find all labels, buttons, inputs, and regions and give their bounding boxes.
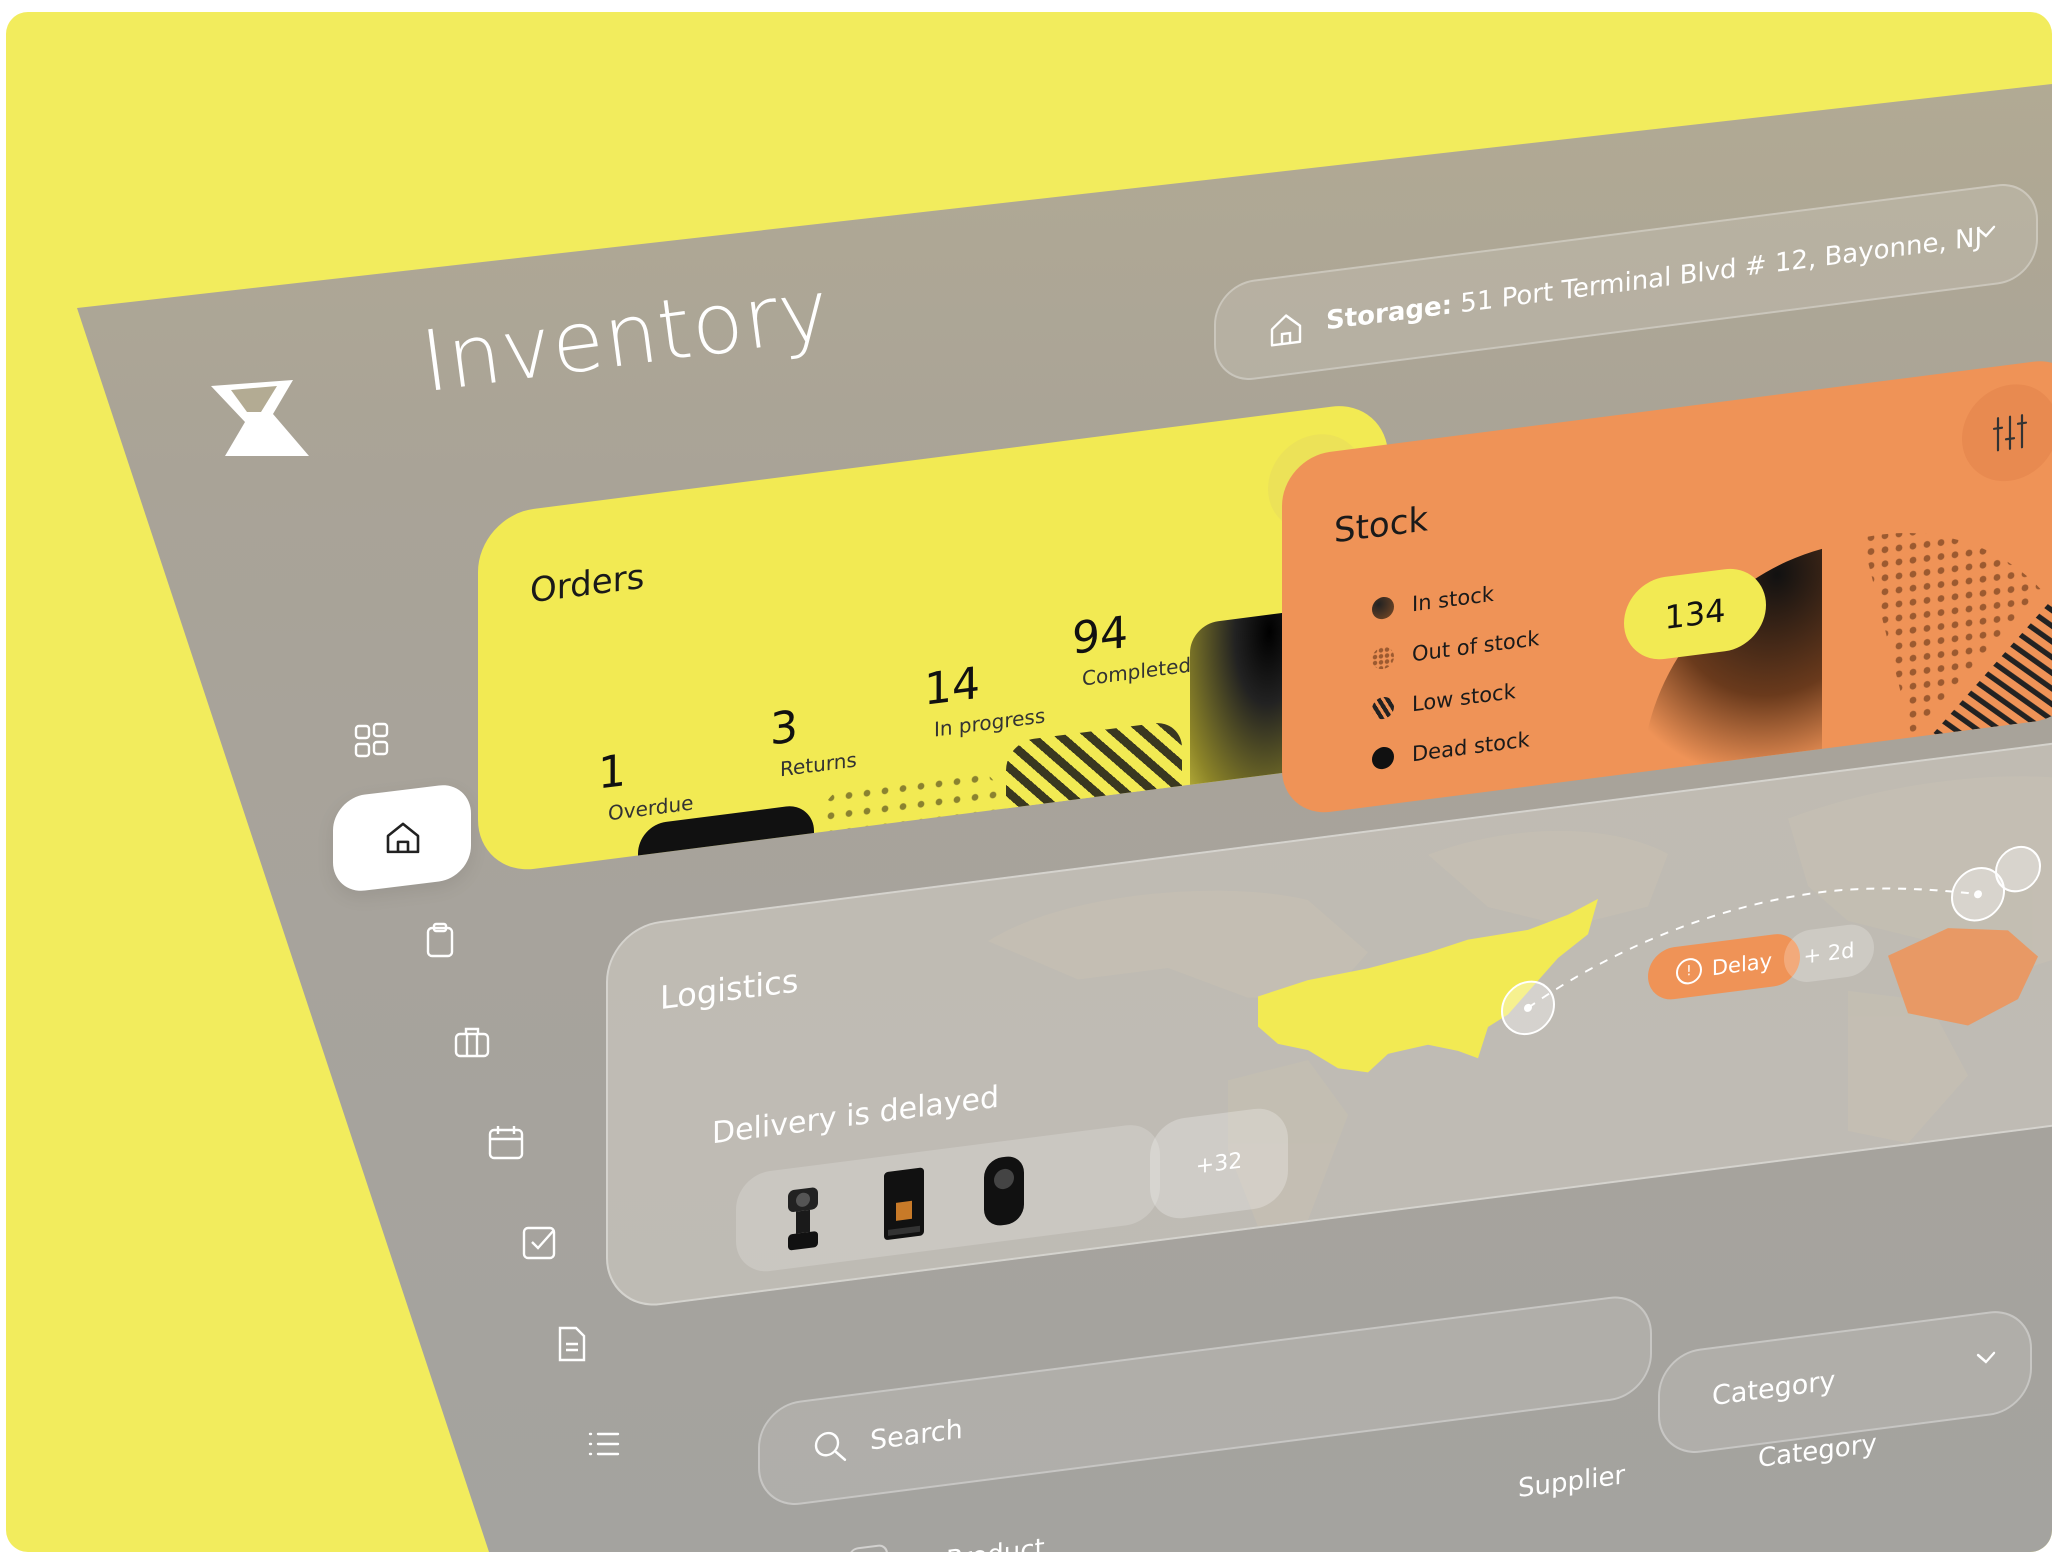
completed-count: 94 bbox=[1072, 606, 1128, 665]
in-progress-bar bbox=[1006, 719, 1182, 873]
camera-gimbal-image bbox=[788, 1187, 818, 1251]
storage-label-bold: Storage: bbox=[1326, 290, 1453, 337]
delay-label: Delay bbox=[1711, 948, 1773, 981]
column-header-supplier[interactable]: Supplier bbox=[1518, 1460, 1626, 1504]
legend-label: Dead stock bbox=[1412, 727, 1530, 767]
document-icon[interactable] bbox=[552, 1324, 592, 1364]
stock-pie-chart bbox=[1642, 532, 2052, 772]
category-dropdown-label: Category bbox=[1712, 1365, 1836, 1413]
orders-card: Orders 1 Overdue 3 Returns 14 In progres… bbox=[478, 399, 1388, 876]
legend-label: Low stock bbox=[1412, 679, 1516, 717]
list-icon[interactable] bbox=[584, 1424, 624, 1464]
storage-label: Storage: 51 Port Terminal Blvd # 12, Bay… bbox=[1326, 222, 1982, 336]
orders-title: Orders bbox=[530, 556, 645, 612]
storage-address: 51 Port Terminal Blvd # 12, Bayonne, NJ bbox=[1460, 222, 1983, 320]
briefcase-icon[interactable] bbox=[452, 1022, 492, 1062]
delayed-products[interactable]: +32 bbox=[736, 1104, 1288, 1276]
returns-bar bbox=[822, 767, 998, 876]
house-icon bbox=[1270, 314, 1302, 347]
sliders-icon bbox=[1992, 414, 2028, 452]
legend-dead-stock: Dead stock bbox=[1372, 724, 1530, 774]
legend-label: Out of stock bbox=[1412, 626, 1540, 667]
app-window: Inventory Storage: 51 Port Terminal Blvd… bbox=[77, 84, 2052, 1552]
coffee-machine-image bbox=[884, 1167, 924, 1240]
chevron-down-icon bbox=[1976, 1351, 1996, 1364]
stock-filter-button[interactable] bbox=[1962, 378, 2052, 487]
search-placeholder: Search bbox=[870, 1413, 963, 1457]
chevron-down-icon bbox=[1976, 225, 1996, 238]
world-map bbox=[988, 776, 2052, 1227]
calendar-icon[interactable] bbox=[486, 1122, 526, 1162]
europe-region bbox=[1888, 928, 2038, 1026]
home-icon bbox=[383, 818, 423, 858]
in-progress-count: 14 bbox=[924, 657, 980, 716]
clipboard-icon[interactable] bbox=[420, 920, 460, 960]
grid-icon[interactable] bbox=[352, 720, 392, 760]
legend-low-stock: Low stock bbox=[1372, 676, 1516, 724]
search-icon bbox=[814, 1431, 847, 1462]
storage-selector[interactable]: Storage: 51 Port Terminal Blvd # 12, Bay… bbox=[1214, 179, 2038, 385]
legend-in-stock: In stock bbox=[1372, 579, 1494, 625]
pie-slice-out-of-stock bbox=[1862, 532, 2042, 738]
search-input[interactable]: Search bbox=[758, 1291, 1652, 1510]
low-stock-swatch bbox=[1372, 695, 1394, 721]
logistics-card: Logistics Delivery is delayed +32 ! Dela bbox=[606, 732, 2052, 1312]
checkbox-icon[interactable] bbox=[520, 1222, 560, 1262]
pie-slice-low-stock bbox=[1932, 599, 2052, 735]
sidebar-item-home[interactable] bbox=[333, 781, 471, 895]
usa-region bbox=[1258, 898, 1598, 1073]
stock-title: Stock bbox=[1334, 499, 1429, 552]
stock-card: Stock In stock Out of stock Low stock De… bbox=[1282, 355, 2052, 818]
overdue-count: 1 bbox=[598, 745, 626, 800]
legend-out-of-stock: Out of stock bbox=[1372, 623, 1539, 674]
hourglass-logo-icon bbox=[211, 380, 309, 456]
returns-count: 3 bbox=[770, 701, 798, 756]
out-of-stock-swatch bbox=[1372, 645, 1394, 671]
dead-stock-swatch bbox=[1372, 745, 1394, 771]
column-header-product[interactable]: Product bbox=[946, 1533, 1045, 1552]
alert-icon: ! bbox=[1675, 956, 1702, 986]
in-stock-swatch bbox=[1372, 595, 1394, 621]
page-title: Inventory bbox=[416, 260, 836, 412]
pie-slice-in-stock bbox=[1642, 548, 1822, 772]
360-camera-image bbox=[984, 1156, 1024, 1226]
legend-label: In stock bbox=[1412, 581, 1494, 617]
screenshot-frame: Inventory Storage: 51 Port Terminal Blvd… bbox=[6, 12, 2052, 1552]
select-all-checkbox[interactable] bbox=[848, 1543, 888, 1552]
category-dropdown[interactable]: Category bbox=[1658, 1306, 2032, 1458]
